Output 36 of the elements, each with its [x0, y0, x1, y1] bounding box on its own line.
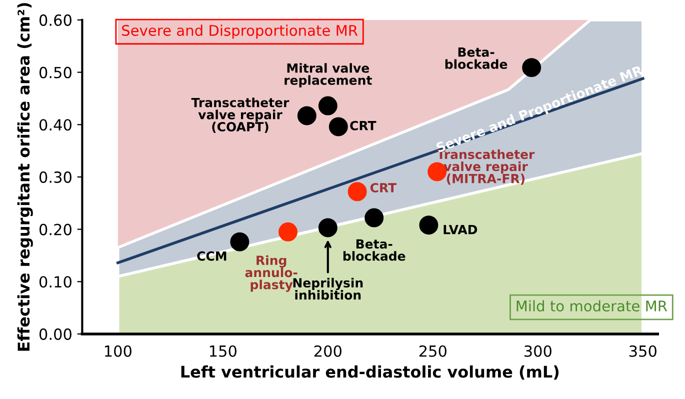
point	[364, 208, 384, 228]
annotation: Beta- blockade	[343, 239, 406, 261]
point	[278, 222, 298, 242]
point	[348, 182, 367, 202]
y-tick-label: 0.50	[39, 66, 72, 78]
y-tick-label: 0.60	[39, 14, 72, 26]
annotation: Mild to moderate MR	[516, 300, 668, 312]
y-tick-label: 0.40	[39, 119, 72, 131]
point	[297, 106, 316, 126]
x-tick-label: 250	[419, 345, 446, 357]
y-tick-label: 0.20	[39, 224, 72, 236]
point	[318, 218, 338, 238]
y-tick-label: 0.30	[39, 171, 72, 183]
x-tick-label: 300	[524, 345, 552, 357]
point	[328, 117, 348, 136]
y-tick-label: 0.10	[39, 276, 72, 288]
annotation: Beta- blockade	[445, 48, 508, 69]
annotation: Mitral valve replacement	[284, 63, 372, 88]
annotation: CRT	[350, 120, 376, 130]
point	[230, 232, 250, 252]
annotation: Neprilysin inhibition	[293, 278, 363, 300]
annotation: LVAD	[444, 224, 478, 234]
point	[522, 58, 542, 78]
point	[419, 216, 438, 235]
band-label: Severe and Disproportionate MR	[122, 24, 358, 39]
x-tick-label: 100	[104, 345, 132, 357]
annotation: CCM	[197, 251, 226, 261]
x-tick-label: 350	[629, 345, 656, 357]
y-axis-title: Effective regurgitant orifice area (cm²)	[17, 3, 33, 351]
point	[318, 96, 338, 116]
x-tick-label: 200	[314, 345, 342, 357]
annotation: Transcatheter valve repair (COAPT)	[191, 98, 290, 133]
x-axis-title: Left ventricular end-diastolic volume (mL)	[181, 365, 559, 380]
annotation: CRT	[370, 183, 396, 192]
y-tick-label: 0.00	[39, 328, 72, 340]
x-tick-label: 150	[210, 345, 236, 357]
